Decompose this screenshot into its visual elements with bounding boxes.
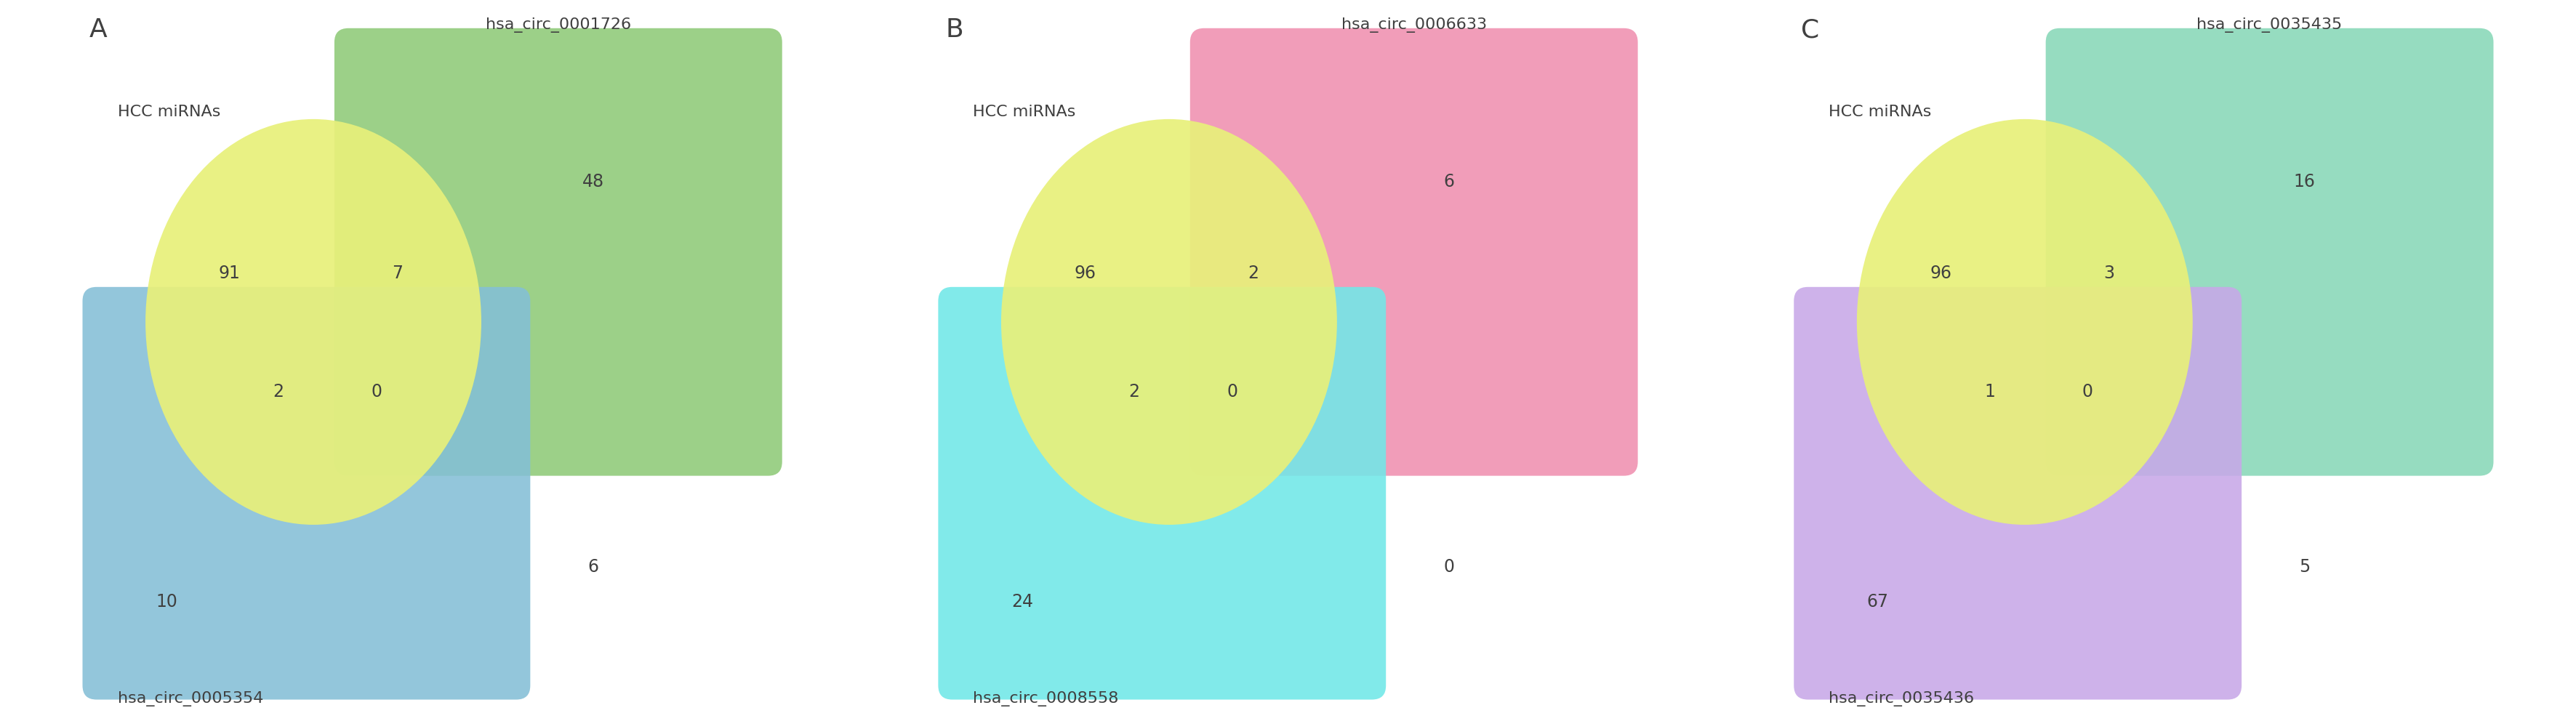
Text: 6: 6 <box>1443 173 1455 191</box>
Ellipse shape <box>1857 119 2192 525</box>
Text: 2: 2 <box>1247 265 1260 282</box>
Text: 7: 7 <box>392 265 402 282</box>
FancyBboxPatch shape <box>2045 28 2494 476</box>
Text: 16: 16 <box>2293 173 2316 191</box>
Text: hsa_circ_0006633: hsa_circ_0006633 <box>1342 18 1486 33</box>
FancyBboxPatch shape <box>1190 28 1638 476</box>
FancyBboxPatch shape <box>1793 287 2241 699</box>
Text: hsa_circ_0005354: hsa_circ_0005354 <box>118 691 263 707</box>
Text: hsa_circ_0035435: hsa_circ_0035435 <box>2197 18 2342 33</box>
FancyBboxPatch shape <box>82 287 531 699</box>
Text: 0: 0 <box>2081 383 2094 401</box>
Text: 6: 6 <box>587 558 598 575</box>
FancyBboxPatch shape <box>938 287 1386 699</box>
Text: HCC miRNAs: HCC miRNAs <box>974 105 1077 120</box>
Text: 5: 5 <box>2298 558 2311 575</box>
Text: 67: 67 <box>1868 593 1888 611</box>
Text: A: A <box>90 18 108 43</box>
Ellipse shape <box>144 119 482 525</box>
Text: 91: 91 <box>219 265 240 282</box>
Text: 96: 96 <box>1074 265 1095 282</box>
Text: hsa_circ_0008558: hsa_circ_0008558 <box>974 691 1118 707</box>
Text: hsa_circ_0035436: hsa_circ_0035436 <box>1829 691 1973 707</box>
Text: 0: 0 <box>1226 383 1236 401</box>
Text: 2: 2 <box>1128 383 1139 401</box>
Text: 0: 0 <box>371 383 381 401</box>
Text: hsa_circ_0001726: hsa_circ_0001726 <box>484 18 631 33</box>
Text: 24: 24 <box>1012 593 1033 611</box>
Text: C: C <box>1801 18 1819 43</box>
Text: 96: 96 <box>1929 265 1953 282</box>
Ellipse shape <box>1002 119 1337 525</box>
Text: 0: 0 <box>1443 558 1455 575</box>
Text: 1: 1 <box>1984 383 1996 401</box>
Text: HCC miRNAs: HCC miRNAs <box>1829 105 1932 120</box>
Text: 10: 10 <box>155 593 178 611</box>
FancyBboxPatch shape <box>335 28 783 476</box>
Text: 3: 3 <box>2102 265 2115 282</box>
Text: 48: 48 <box>582 173 605 191</box>
Text: B: B <box>945 18 963 43</box>
Text: 2: 2 <box>273 383 283 401</box>
Text: HCC miRNAs: HCC miRNAs <box>118 105 222 120</box>
